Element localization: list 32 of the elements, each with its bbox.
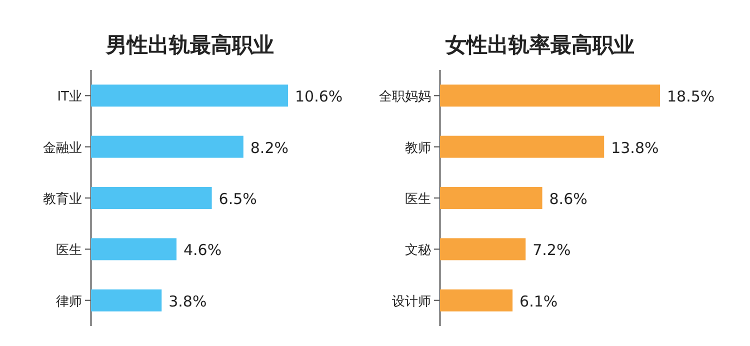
- data-label: 7.2%: [532, 241, 571, 260]
- bar: [440, 84, 660, 107]
- y-tick-label: 金融业: [43, 140, 82, 156]
- bar: [440, 238, 526, 260]
- chart-title: 男性出轨最高职业: [105, 33, 274, 57]
- bar: [440, 187, 542, 209]
- data-label: 10.6%: [295, 88, 343, 106]
- bar: [91, 187, 212, 209]
- y-tick-label: 律师: [56, 294, 82, 310]
- data-label: 6.5%: [218, 190, 257, 208]
- data-label: 3.8%: [168, 292, 207, 310]
- data-label: 18.5%: [667, 88, 715, 106]
- bar: [91, 238, 176, 260]
- y-tick-label: 医生: [405, 192, 431, 207]
- y-tick-label: 设计师: [392, 294, 431, 310]
- data-label: 13.8%: [611, 138, 659, 157]
- data-label: 4.6%: [183, 241, 222, 260]
- bar: [440, 136, 604, 158]
- data-label: 6.1%: [520, 292, 558, 310]
- y-tick-label: 教师: [405, 140, 431, 156]
- chart-title: 女性出轨率最高职业: [444, 33, 634, 57]
- bar: [440, 289, 513, 312]
- bar: [91, 289, 162, 312]
- y-tick-label: 文秘: [405, 243, 431, 258]
- bar: [91, 136, 244, 158]
- y-tick-label: 医生: [56, 243, 82, 258]
- bar: [91, 84, 288, 107]
- y-tick-label: 全职妈妈: [379, 90, 431, 105]
- y-tick-label: 教育业: [43, 191, 82, 207]
- data-label: 8.6%: [549, 190, 588, 208]
- data-label: 8.2%: [250, 138, 289, 157]
- y-tick-label: IT业: [57, 90, 82, 105]
